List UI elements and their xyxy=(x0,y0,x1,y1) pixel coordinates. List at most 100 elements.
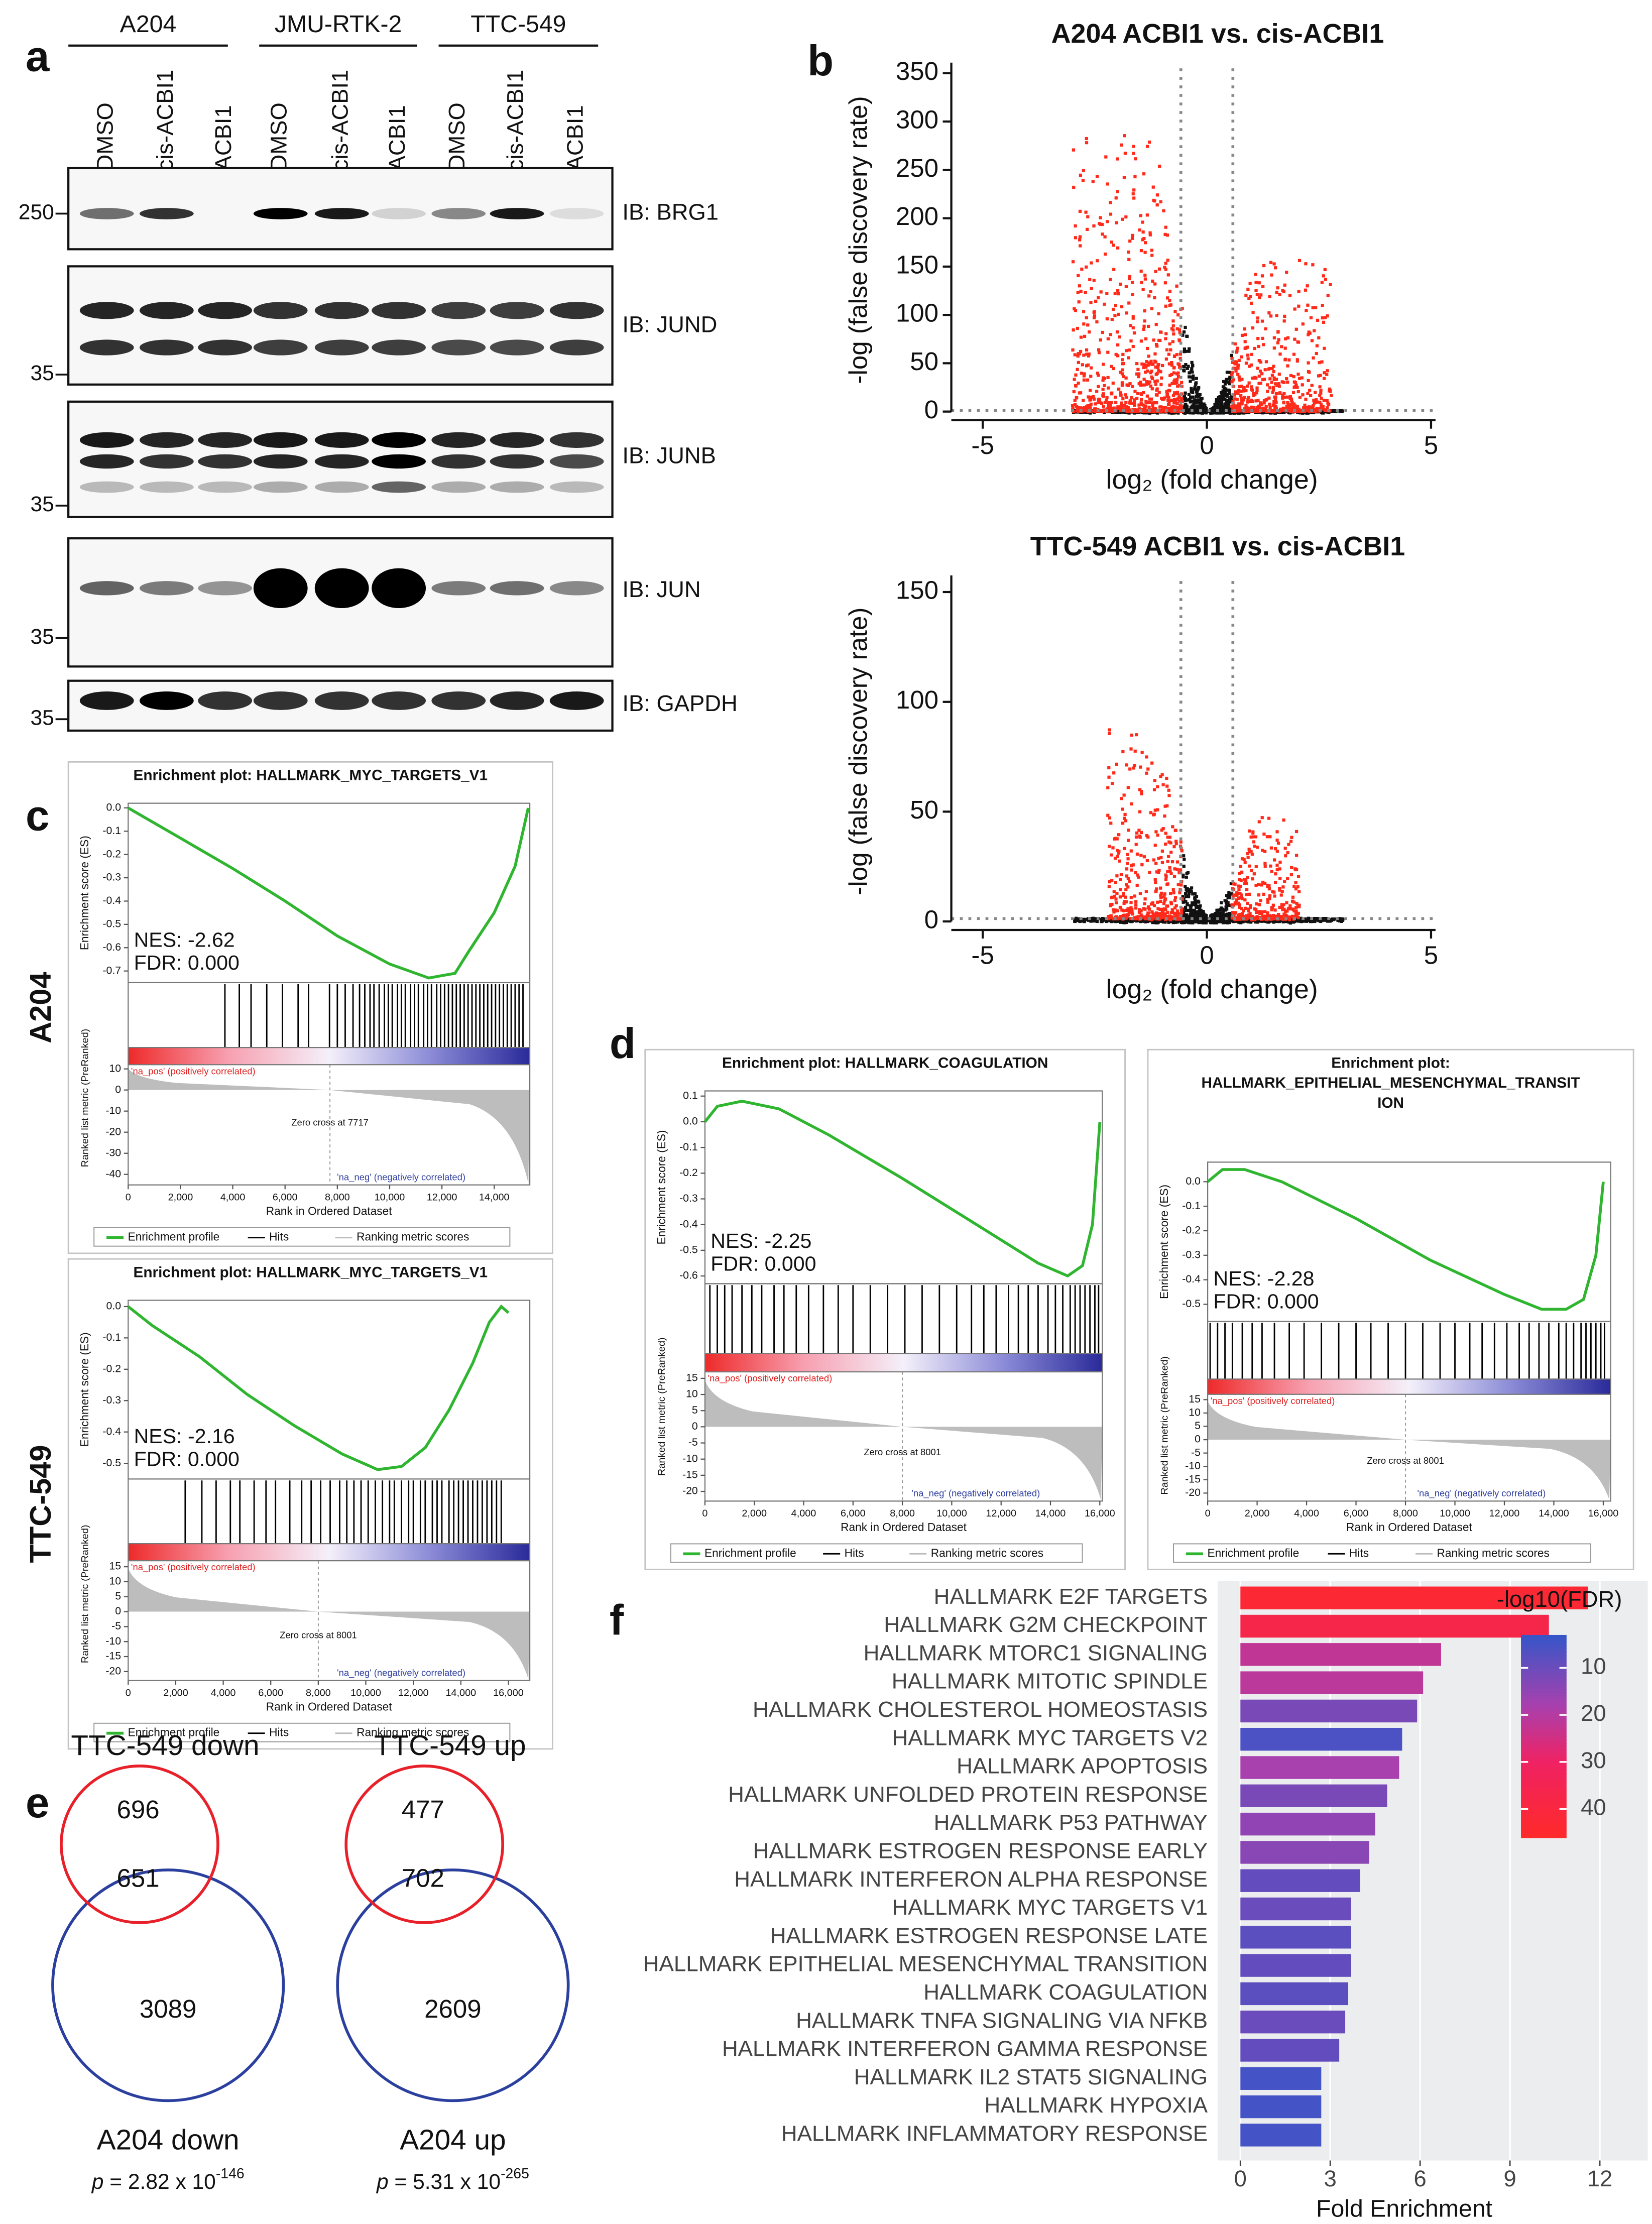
band xyxy=(431,432,486,448)
colorbar-segment xyxy=(1521,1672,1567,1677)
lane-label: ACBI1 xyxy=(210,105,236,171)
venn-circle xyxy=(60,1765,219,1924)
chart-title: Enrichment plot: xyxy=(1331,1055,1450,1071)
y-tick-label: 0 xyxy=(924,905,938,934)
colorbar xyxy=(128,1047,530,1065)
bar xyxy=(1240,1756,1399,1779)
lane-label: cis-ACBI1 xyxy=(152,70,178,171)
colorbar-segment xyxy=(1521,1658,1567,1663)
y-tick-label: -0.5 xyxy=(679,1244,698,1256)
colorbar-segment xyxy=(1521,1699,1567,1703)
legend-label: Enrichment profile xyxy=(1208,1546,1300,1559)
neg-label: 'na_neg' (negatively correlated) xyxy=(911,1488,1040,1499)
venn-count: 651 xyxy=(117,1863,160,1892)
panel-label: b xyxy=(807,37,834,85)
band xyxy=(79,454,134,469)
x-tick-label: 5 xyxy=(1424,941,1438,969)
band xyxy=(372,302,426,319)
colorbar-segment xyxy=(1521,1742,1567,1747)
y-tick-label: 0.0 xyxy=(683,1115,698,1127)
ranked-tick-label: 10 xyxy=(109,1575,121,1587)
y-tick-label: 0 xyxy=(924,395,938,424)
p-symbol: p xyxy=(376,2170,389,2194)
axes-frame xyxy=(704,1090,1103,1502)
neg-label: 'na_neg' (negatively correlated) xyxy=(337,1667,465,1678)
colorbar-segment xyxy=(1521,1675,1567,1680)
band xyxy=(79,481,134,493)
category-label: HALLMARK ESTROGEN RESPONSE EARLY xyxy=(753,1839,1208,1863)
bar xyxy=(1240,1784,1387,1807)
colorbar-segment xyxy=(1521,1634,1567,1640)
marker-label: 35 xyxy=(30,361,54,385)
colorbar-segment xyxy=(1521,1665,1567,1670)
antibody-label: IB: GAPDH xyxy=(622,690,737,716)
band xyxy=(139,208,194,219)
ranked-axis-label: Ranked list metric (PreRanked) xyxy=(79,1029,90,1167)
chart-title: Enrichment plot: HALLMARK_COAGULATION xyxy=(722,1055,1048,1071)
legend-label: Enrichment profile xyxy=(128,1726,220,1739)
category-label: HALLMARK TNFA SIGNALING VIA NFKB xyxy=(796,2008,1208,2033)
venn-circle xyxy=(344,1765,505,1924)
colorbar-segment xyxy=(1521,1645,1567,1650)
band xyxy=(431,581,486,596)
marker-label: 35 xyxy=(30,492,54,516)
x-tick-label: 6,000 xyxy=(258,1687,283,1698)
legend-frame xyxy=(670,1543,1083,1563)
zero-cross-label: Zero cross at 7717 xyxy=(291,1117,369,1128)
ranked-tick-label: -15 xyxy=(105,1650,121,1662)
y-tick-label: -0.4 xyxy=(1182,1273,1201,1285)
colorbar-tick-label: 20 xyxy=(1581,1700,1606,1726)
y-tick-label: 100 xyxy=(896,685,938,714)
colorbar-segment xyxy=(1521,1752,1567,1758)
colorbar-segment xyxy=(1521,1823,1567,1828)
marker-label: 35 xyxy=(30,625,54,649)
antibody-label: IB: JUNB xyxy=(622,442,716,468)
x-tick-label: 9 xyxy=(1503,2166,1516,2191)
colorbar-segment xyxy=(1521,1810,1567,1815)
ranked-tick-label: 0 xyxy=(1195,1433,1201,1445)
band xyxy=(314,339,369,356)
colorbar-segment xyxy=(1521,1776,1567,1781)
y-tick-label: -0.3 xyxy=(1182,1248,1201,1260)
legend-label: Hits xyxy=(269,1230,289,1243)
lane-label: DMSO xyxy=(92,102,118,171)
nes-label: NES: -2.62 xyxy=(134,928,235,951)
bar xyxy=(1240,2124,1322,2147)
venn-circle xyxy=(51,1868,285,2102)
y-tick-label: 300 xyxy=(896,105,938,134)
ranked-tick-label: -20 xyxy=(682,1485,698,1497)
venn-count: 702 xyxy=(402,1863,444,1892)
x-tick-label: 0 xyxy=(1205,1508,1211,1519)
colorbar-segment xyxy=(1521,1638,1567,1643)
legend-label: Ranking metric scores xyxy=(357,1230,469,1243)
x-tick-label: 4,000 xyxy=(220,1192,246,1203)
y-tick-label: -0.1 xyxy=(102,1331,121,1343)
colorbar-segment xyxy=(1521,1689,1567,1693)
band xyxy=(490,208,544,219)
y-tick-label: -0.5 xyxy=(1182,1298,1201,1310)
axes-frame xyxy=(1207,1161,1611,1502)
colorbar-segment xyxy=(1521,1685,1567,1690)
x-tick-label: 0 xyxy=(126,1192,131,1203)
ranked-tick-label: 10 xyxy=(686,1388,698,1400)
x-tick-label: 8,000 xyxy=(890,1508,915,1519)
x-tick-label: 0 xyxy=(1200,431,1214,459)
point-cloud xyxy=(1073,854,1345,925)
point-cloud xyxy=(1106,728,1301,921)
legend-label: Hits xyxy=(845,1546,864,1559)
colorbar-segment xyxy=(1521,1652,1567,1656)
colorbar-segment xyxy=(1521,1642,1567,1646)
antibody-label: IB: BRG1 xyxy=(622,199,719,224)
ranked-tick-label: 5 xyxy=(1195,1420,1201,1432)
band xyxy=(253,302,308,319)
x-tick-label: 6,000 xyxy=(841,1508,866,1519)
venn-title: A204 down xyxy=(97,2125,240,2156)
band xyxy=(549,581,604,596)
band xyxy=(253,454,308,469)
colorbar-segment xyxy=(1521,1773,1567,1778)
band xyxy=(79,691,134,710)
band xyxy=(549,454,604,469)
legend-label: Ranking metric scores xyxy=(357,1726,469,1739)
band xyxy=(372,454,426,469)
category-label: HALLMARK CHOLESTEROL HOMEOSTASIS xyxy=(753,1697,1208,1722)
